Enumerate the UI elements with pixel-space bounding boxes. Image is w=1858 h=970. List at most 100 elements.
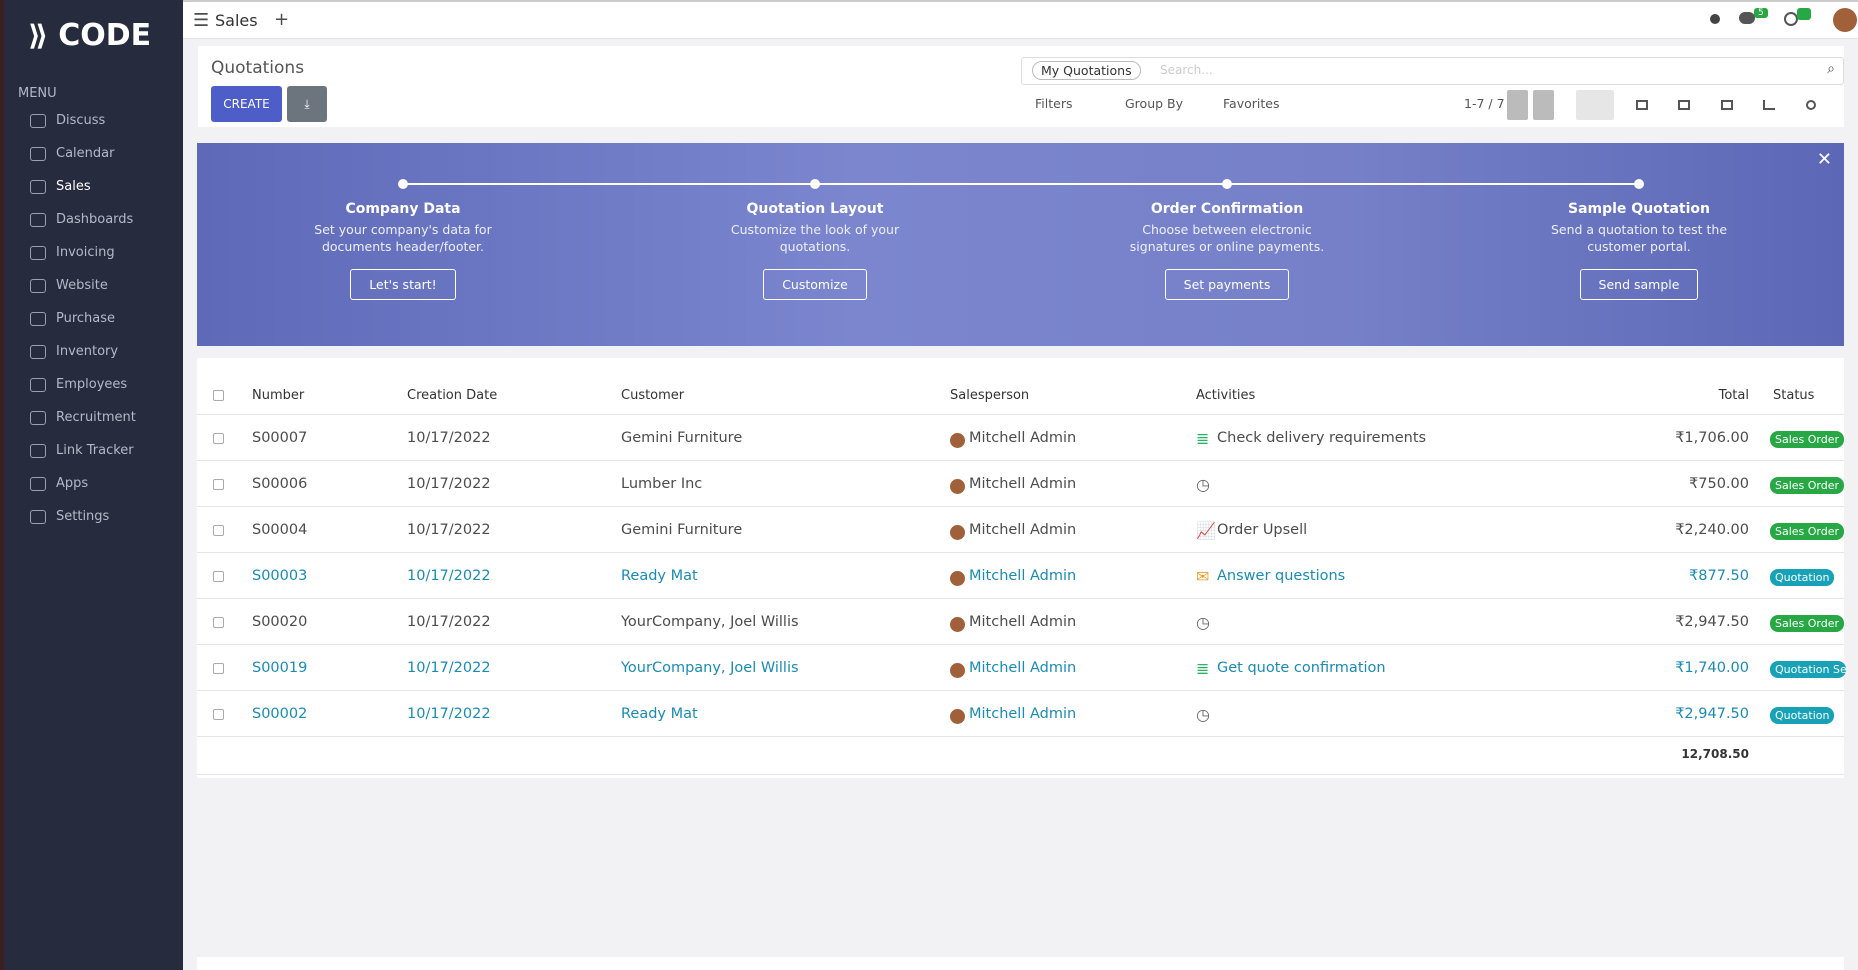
app-name[interactable]: Sales <box>215 11 258 30</box>
cell-number[interactable]: S00004 <box>252 522 308 538</box>
menu-item[interactable]: Sales <box>30 179 91 194</box>
search-facet[interactable]: My Quotations <box>1032 61 1141 80</box>
search-input[interactable]: Search... <box>1160 63 1213 77</box>
cell-salesperson[interactable]: Mitchell Admin <box>969 522 1077 538</box>
export-button[interactable]: ⤓ <box>287 86 327 122</box>
row-checkbox[interactable] <box>213 525 224 536</box>
row-checkbox[interactable] <box>213 709 224 720</box>
menu-item[interactable]: Settings <box>30 509 109 524</box>
activity-icon[interactable]: ≣ <box>1196 429 1210 448</box>
cell-customer[interactable]: Lumber Inc <box>621 476 703 492</box>
search-icon[interactable]: ⌕ <box>1827 61 1835 77</box>
view-activity[interactable] <box>1806 100 1816 110</box>
menu-toggle[interactable]: ☰ <box>193 10 210 31</box>
cell-date[interactable]: 10/17/2022 <box>407 476 491 492</box>
row-border <box>197 414 1844 415</box>
menu-item[interactable]: Calendar <box>30 146 114 161</box>
cell-activity[interactable]: Order Upsell <box>1217 522 1308 538</box>
step-button[interactable]: Let's start! <box>350 269 456 300</box>
view-calendar[interactable] <box>1678 100 1690 110</box>
row-checkbox[interactable] <box>213 479 224 490</box>
column-header[interactable]: Number <box>252 388 305 403</box>
column-header[interactable]: Status <box>1773 388 1815 403</box>
cell-number[interactable]: S00020 <box>252 614 308 630</box>
cell-salesperson[interactable]: Mitchell Admin <box>969 706 1077 722</box>
column-header[interactable]: Salesperson <box>950 388 1030 403</box>
cell-customer[interactable]: Ready Mat <box>621 568 698 584</box>
cell-number[interactable]: S00019 <box>252 660 308 676</box>
close-banner[interactable]: ✕ <box>1816 149 1832 170</box>
menu-item[interactable]: Link Tracker <box>30 443 134 458</box>
step-title: Order Confirmation <box>1150 201 1304 217</box>
step-button[interactable]: Customize <box>763 269 867 300</box>
view-graph[interactable] <box>1763 100 1775 110</box>
activity-icon[interactable]: ≣ <box>1196 659 1210 678</box>
select-all[interactable] <box>213 390 224 401</box>
activities-icon[interactable] <box>1784 12 1798 26</box>
view-pivot[interactable] <box>1721 100 1733 110</box>
menu-item[interactable]: Dashboards <box>30 212 133 227</box>
row-checkbox[interactable] <box>213 617 224 628</box>
row-checkbox[interactable] <box>213 433 224 444</box>
column-header[interactable]: Total <box>1718 388 1749 403</box>
new-tab[interactable]: + <box>274 9 290 30</box>
cell-customer[interactable]: YourCompany, Joel Willis <box>621 660 799 676</box>
menu-item[interactable]: Recruitment <box>30 410 136 425</box>
activity-icon[interactable]: 📈 <box>1196 521 1216 540</box>
column-header[interactable]: Customer <box>621 388 685 403</box>
cell-date[interactable]: 10/17/2022 <box>407 522 491 538</box>
cell-salesperson[interactable]: Mitchell Admin <box>969 568 1077 584</box>
avatar[interactable] <box>1833 8 1857 32</box>
cell-number[interactable]: S00002 <box>252 706 308 722</box>
menu-item[interactable]: Inventory <box>30 344 118 359</box>
search-box[interactable]: My Quotations Search... ⌕ <box>1021 57 1844 85</box>
menu-item[interactable]: Apps <box>30 476 88 491</box>
activity-icon[interactable]: ◷ <box>1196 475 1210 494</box>
menu-icon <box>30 212 46 227</box>
menu-item[interactable]: Purchase <box>30 311 115 326</box>
menu-item[interactable]: Employees <box>30 377 127 392</box>
cell-date[interactable]: 10/17/2022 <box>407 568 491 584</box>
cell-date[interactable]: 10/17/2022 <box>407 430 491 446</box>
filters[interactable]: Filters <box>1035 96 1073 111</box>
view-list[interactable] <box>1576 90 1614 120</box>
cell-number[interactable]: S00003 <box>252 568 308 584</box>
cell-customer[interactable]: Gemini Furniture <box>621 430 743 446</box>
cell-salesperson[interactable]: Mitchell Admin <box>969 660 1077 676</box>
cell-salesperson[interactable]: Mitchell Admin <box>969 614 1077 630</box>
step-button[interactable]: Set payments <box>1164 269 1290 300</box>
cell-customer[interactable]: Ready Mat <box>621 706 698 722</box>
debug-icon[interactable] <box>1710 14 1720 24</box>
activity-icon[interactable]: ✉ <box>1196 567 1210 586</box>
step-button[interactable]: Send sample <box>1579 269 1699 300</box>
row-checkbox[interactable] <box>213 663 224 674</box>
row-checkbox[interactable] <box>213 571 224 582</box>
cell-date[interactable]: 10/17/2022 <box>407 660 491 676</box>
column-header[interactable]: Activities <box>1196 388 1256 403</box>
logo[interactable]: ⟫ CODE <box>28 18 151 53</box>
pager-prev[interactable] <box>1507 90 1528 120</box>
messages-icon[interactable] <box>1739 12 1755 24</box>
activity-icon[interactable]: ◷ <box>1196 705 1210 724</box>
activity-icon[interactable]: ◷ <box>1196 613 1210 632</box>
cell-date[interactable]: 10/17/2022 <box>407 614 491 630</box>
group-by[interactable]: Group By <box>1125 96 1184 111</box>
cell-activity[interactable]: Answer questions <box>1217 568 1346 584</box>
cell-salesperson[interactable]: Mitchell Admin <box>969 476 1077 492</box>
menu-item[interactable]: Discuss <box>30 113 105 128</box>
menu-item[interactable]: Website <box>30 278 108 293</box>
favorites[interactable]: Favorites <box>1223 96 1280 111</box>
cell-number[interactable]: S00007 <box>252 430 308 446</box>
menu-item[interactable]: Invoicing <box>30 245 115 260</box>
create-button[interactable]: CREATE <box>211 86 282 122</box>
cell-activity[interactable]: Check delivery requirements <box>1217 430 1427 446</box>
pager-next[interactable] <box>1533 90 1554 120</box>
cell-activity[interactable]: Get quote confirmation <box>1217 660 1386 676</box>
view-kanban[interactable] <box>1636 100 1648 110</box>
cell-salesperson[interactable]: Mitchell Admin <box>969 430 1077 446</box>
column-header[interactable]: Creation Date <box>407 388 498 403</box>
cell-customer[interactable]: Gemini Furniture <box>621 522 743 538</box>
cell-customer[interactable]: YourCompany, Joel Willis <box>621 614 799 630</box>
cell-number[interactable]: S00006 <box>252 476 308 492</box>
cell-date[interactable]: 10/17/2022 <box>407 706 491 722</box>
